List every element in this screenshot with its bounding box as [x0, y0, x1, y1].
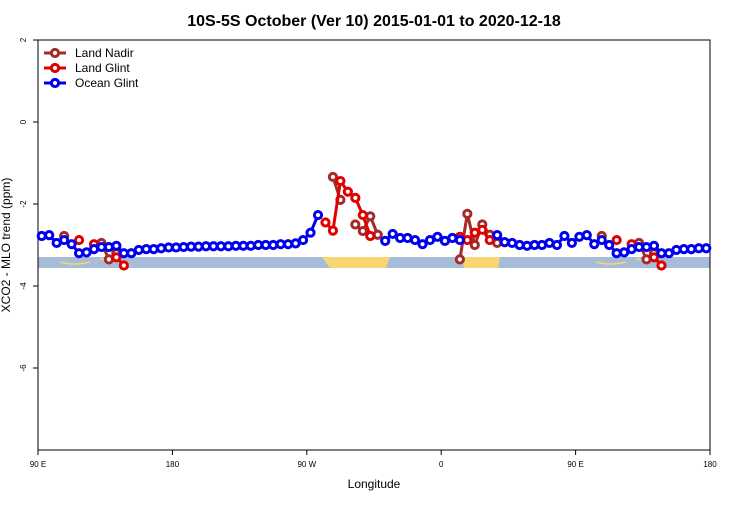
data-point: [297, 234, 309, 246]
y-tick-label: -2: [19, 200, 28, 208]
data-point: [559, 230, 570, 242]
y-tick-label: 0: [19, 119, 28, 124]
data-point: [327, 225, 339, 236]
data-point: [312, 209, 324, 221]
data-point: [611, 234, 622, 246]
data-point: [648, 240, 660, 251]
data-point: [66, 239, 77, 250]
legend-marker: [49, 47, 61, 59]
x-axis-label: Longitude: [348, 477, 401, 491]
legend-label: Land Nadir: [75, 46, 134, 60]
x-tick-label: 0: [439, 460, 444, 469]
data-point: [477, 224, 488, 235]
y-tick-label: -4: [19, 282, 28, 290]
data-point: [111, 240, 122, 251]
data-point: [357, 225, 368, 237]
data-point: [589, 239, 600, 250]
data-point: [387, 228, 398, 240]
data-point: [350, 192, 361, 203]
y-axis-label: XCO2 - MLO trend (ppm): [0, 178, 13, 313]
data-point: [305, 227, 316, 238]
data-point: [596, 234, 607, 246]
data-point: [469, 239, 480, 251]
data-point: [365, 230, 376, 242]
data-point: [566, 237, 577, 249]
legend-label: Ocean Glint: [75, 76, 139, 90]
data-point: [118, 260, 129, 271]
series-line: [115, 177, 663, 267]
data-point: [417, 239, 428, 250]
data-point: [454, 254, 465, 265]
data-point: [320, 217, 331, 228]
data-point: [551, 239, 563, 251]
data-point: [492, 230, 503, 241]
y-tick-label: 2: [19, 37, 28, 42]
chart-title: 10S-5S October (Ver 10) 2015-01-01 to 20…: [187, 13, 561, 30]
data-point: [73, 234, 85, 246]
data-point: [604, 239, 615, 251]
x-tick-label: 90 W: [297, 460, 316, 469]
data-point: [648, 252, 660, 263]
data-point: [342, 186, 353, 197]
legend-label: Land Glint: [75, 61, 130, 75]
data-point: [327, 171, 339, 183]
data-point: [59, 234, 70, 246]
data-point: [380, 235, 391, 246]
data-point: [111, 252, 122, 263]
x-tick-label: 90 E: [567, 460, 583, 469]
data-point: [581, 230, 592, 241]
legend-marker: [49, 62, 61, 74]
legend-marker: [49, 77, 61, 89]
map-strip: [38, 257, 710, 268]
y-tick-label: -6: [19, 364, 28, 372]
data-point: [409, 234, 421, 246]
x-tick-label: 90 E: [30, 460, 46, 469]
data-point: [432, 231, 443, 242]
data-point: [656, 260, 667, 271]
data-point: [484, 234, 495, 246]
data-point: [44, 230, 55, 241]
data-point: [350, 219, 361, 230]
data-point: [454, 234, 465, 246]
x-tick-label: 180: [703, 460, 717, 469]
data-point: [462, 208, 473, 219]
data-point: [335, 175, 346, 187]
data-point: [357, 209, 368, 221]
x-tick-label: 180: [166, 460, 180, 469]
data-point: [701, 243, 712, 254]
